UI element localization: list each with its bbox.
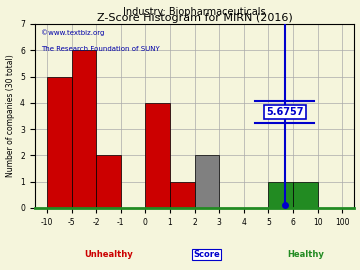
Title: Z-Score Histogram for MIRN (2016): Z-Score Histogram for MIRN (2016) bbox=[97, 13, 292, 23]
Bar bbox=[96, 155, 121, 208]
Bar bbox=[194, 155, 219, 208]
Bar bbox=[293, 182, 318, 208]
Bar bbox=[170, 182, 194, 208]
Bar bbox=[145, 103, 170, 208]
Y-axis label: Number of companies (30 total): Number of companies (30 total) bbox=[5, 55, 14, 177]
Text: 5.6757: 5.6757 bbox=[266, 107, 304, 117]
Bar bbox=[268, 182, 293, 208]
Text: The Research Foundation of SUNY: The Research Foundation of SUNY bbox=[41, 46, 160, 52]
Text: Industry: Biopharmaceuticals: Industry: Biopharmaceuticals bbox=[123, 7, 266, 17]
Bar bbox=[47, 76, 72, 208]
Text: Unhealthy: Unhealthy bbox=[84, 250, 133, 259]
Text: ©www.textbiz.org: ©www.textbiz.org bbox=[41, 29, 104, 36]
Bar bbox=[72, 50, 96, 208]
Text: Healthy: Healthy bbox=[287, 250, 324, 259]
Text: Score: Score bbox=[193, 250, 220, 259]
